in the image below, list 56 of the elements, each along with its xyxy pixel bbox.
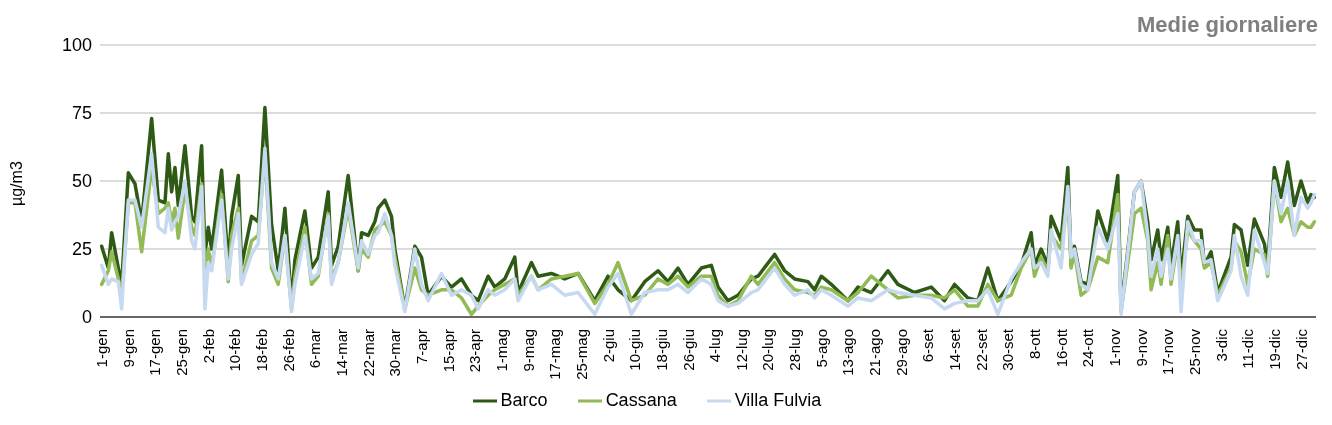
x-tick-label: 17-nov bbox=[1159, 328, 1177, 375]
y-tick-label: 25 bbox=[71, 239, 92, 260]
x-tick-label: 28-lug bbox=[786, 329, 804, 371]
y-tick-label: 75 bbox=[71, 103, 92, 124]
x-tick-label: 9-mag bbox=[519, 329, 537, 372]
x-tick-label: 29-ago bbox=[892, 329, 910, 376]
chart-title: Medie giornaliere bbox=[1137, 12, 1318, 38]
x-tick-label: 26-giu bbox=[679, 329, 697, 371]
x-tick-label: 8-ott bbox=[1025, 328, 1043, 360]
x-tick-label: 26-feb bbox=[279, 329, 297, 372]
x-tick-label: 9-nov bbox=[1132, 328, 1150, 367]
x-tick-label: 1-gen bbox=[93, 329, 111, 368]
x-tick-label: 25-nov bbox=[1185, 328, 1203, 375]
x-tick-label: 2-giu bbox=[599, 329, 617, 363]
x-tick-label: 4-lug bbox=[706, 329, 724, 363]
x-tick-label: 9-gen bbox=[119, 329, 137, 368]
x-tick-label: 2-feb bbox=[199, 329, 217, 364]
x-tick-label: 27-dic bbox=[1292, 328, 1310, 370]
legend-label: Cassana bbox=[605, 389, 677, 410]
x-tick-label: 10-giu bbox=[626, 329, 644, 371]
x-tick-label: 7-apr bbox=[412, 329, 430, 365]
legend-label: Barco bbox=[500, 389, 548, 410]
x-tick-label: 22-mar bbox=[359, 329, 377, 377]
x-tick-label: 18-giu bbox=[652, 329, 670, 371]
x-tick-label: 24-ott bbox=[1079, 328, 1097, 368]
x-tick-label: 1-nov bbox=[1105, 328, 1123, 367]
x-tick-label: 6-mar bbox=[306, 329, 324, 369]
x-tick-label: 3-dic bbox=[1212, 328, 1230, 362]
x-tick-label: 30-mar bbox=[386, 329, 404, 377]
x-tick-label: 25-gen bbox=[173, 329, 191, 376]
x-tick-label: 14-set bbox=[946, 328, 964, 371]
x-tick-label: 20-lug bbox=[759, 329, 777, 371]
x-tick-label: 14-mar bbox=[333, 329, 351, 377]
x-tick-label: 22-set bbox=[972, 328, 990, 371]
x-tick-label: 15-apr bbox=[439, 329, 457, 373]
x-tick-label: 11-dic bbox=[1239, 328, 1257, 369]
x-tick-label: 19-dic bbox=[1265, 328, 1283, 370]
x-tick-label: 21-ago bbox=[866, 329, 884, 376]
x-tick-label: 18-feb bbox=[253, 329, 271, 372]
y-tick-label: 100 bbox=[61, 35, 92, 56]
y-tick-label: 0 bbox=[81, 307, 92, 328]
x-tick-label: 10-feb bbox=[226, 329, 244, 372]
legend-label: Villa Fulvia bbox=[734, 389, 822, 410]
y-axis-title: µg/m3 bbox=[7, 161, 25, 206]
x-tick-label: 17-mag bbox=[546, 329, 564, 380]
x-tick-label: 30-set bbox=[999, 328, 1017, 371]
x-tick-label: 13-ago bbox=[839, 329, 857, 376]
x-tick-label: 12-lug bbox=[732, 329, 750, 371]
x-tick-label: 16-ott bbox=[1052, 328, 1070, 368]
x-tick-label: 6-set bbox=[919, 328, 937, 363]
x-tick-label: 1-mag bbox=[492, 329, 510, 372]
x-tick-label: 5-ago bbox=[812, 329, 830, 368]
y-tick-label: 50 bbox=[71, 171, 92, 192]
x-tick-label: 23-apr bbox=[466, 329, 484, 373]
x-tick-label: 17-gen bbox=[146, 329, 164, 376]
x-tick-label: 25-mag bbox=[572, 329, 590, 380]
